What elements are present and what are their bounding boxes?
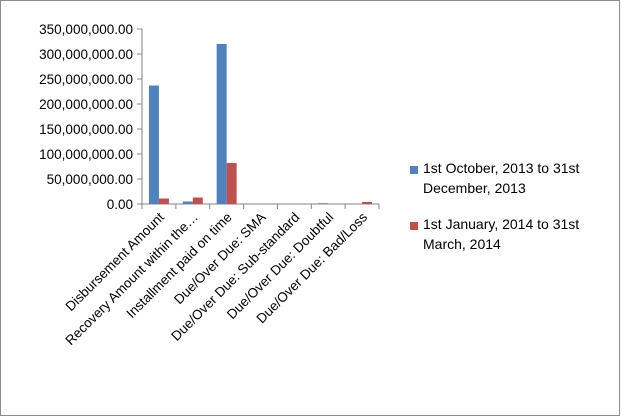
bar [192, 197, 203, 204]
bar [158, 198, 169, 204]
y-tick-label: 350,000,000.00 [39, 22, 133, 37]
bar [182, 201, 193, 204]
bar [216, 44, 227, 204]
y-tick-label: 0.00 [107, 197, 133, 212]
legend-label: 1st October, 2013 to 31st December, 2013 [423, 160, 580, 196]
y-tick-label: 200,000,000.00 [39, 97, 133, 112]
bar [226, 163, 237, 204]
bar [318, 203, 329, 204]
y-tick-label: 250,000,000.00 [39, 72, 133, 87]
y-tick-label: 150,000,000.00 [39, 122, 133, 137]
legend-swatch [410, 222, 418, 230]
legend-swatch [410, 166, 418, 174]
y-tick-label: 300,000,000.00 [39, 47, 133, 62]
legend-label: 1st January, 2014 to 31st March, 2014 [423, 216, 579, 252]
y-tick-label: 100,000,000.00 [39, 147, 133, 162]
bar [362, 202, 373, 204]
bar [148, 85, 159, 204]
y-tick-label: 50,000,000.00 [47, 172, 133, 187]
